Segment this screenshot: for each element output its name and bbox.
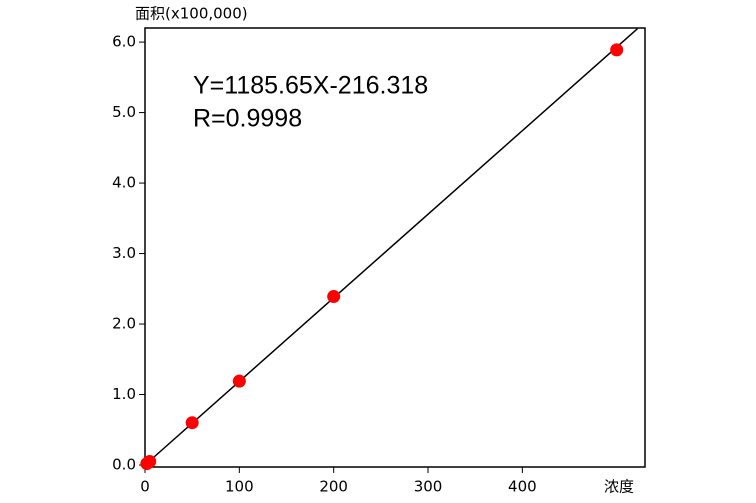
data-point (185, 416, 199, 430)
x-tick-label: 100 (225, 478, 254, 496)
y-tick-label: 0.0 (112, 456, 136, 474)
r-value: R=0.9998 (193, 105, 302, 133)
equation: Y=1185.65X-216.318 (193, 72, 428, 100)
y-axis-label: 面积(x100,000) (135, 5, 248, 23)
x-axis-label: 浓度 (604, 478, 634, 496)
y-tick-label: 5.0 (112, 103, 136, 121)
y-tick-label: 6.0 (112, 33, 136, 51)
y-tick-label: 4.0 (112, 174, 136, 192)
y-tick-label: 3.0 (112, 244, 136, 262)
x-tick-label: 0 (140, 478, 150, 496)
y-tick-label: 1.0 (112, 385, 136, 403)
x-tick-label: 400 (508, 478, 537, 496)
data-point (232, 374, 246, 388)
plot-frame (144, 27, 646, 468)
fit-line (144, 28, 638, 466)
y-tick-label: 2.0 (112, 315, 136, 333)
x-tick-label: 300 (414, 478, 443, 496)
data-point (610, 43, 624, 57)
x-tick-label: 200 (319, 478, 348, 496)
data-point (143, 454, 157, 468)
data-point (327, 290, 341, 304)
